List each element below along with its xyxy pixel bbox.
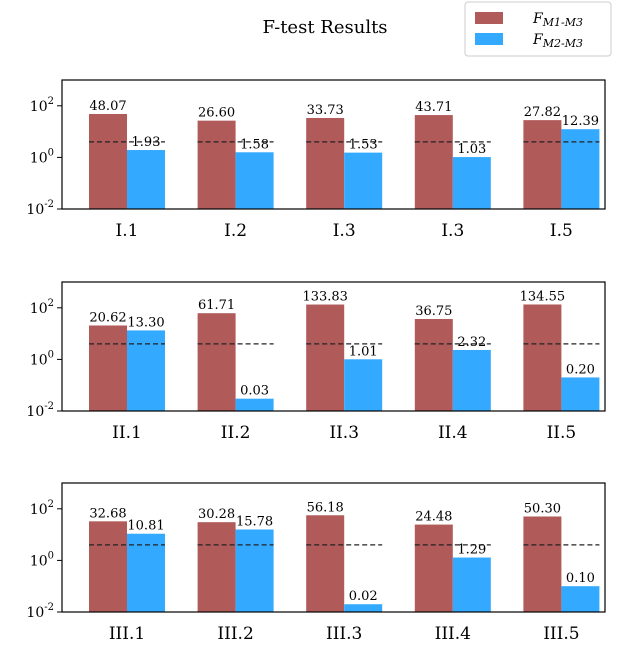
legend-swatch-1 (475, 12, 503, 24)
bar-label-p1-s2-c1: 1.93 (132, 135, 161, 150)
bar-p1-s2-c2 (235, 152, 274, 209)
bar-label-p3-s2-c2: 15.78 (236, 514, 273, 529)
bar-p1-s2-c1 (127, 150, 165, 209)
bar-p2-s1-c3 (306, 304, 345, 411)
bar-label-p2-s2-c4: 2.32 (457, 335, 486, 350)
xtick-label-p2-c5: II.5 (547, 423, 577, 443)
xtick-label-p2-c2: II.2 (221, 423, 251, 443)
ytick-label-p1-1: 102 (30, 96, 54, 115)
xtick-label-p3-c5: III.5 (543, 624, 579, 644)
xtick-label-p3-c2: III.2 (217, 624, 253, 644)
bar-label-p2-s2-c3: 1.01 (349, 344, 378, 359)
ytick-label-p3-2: 100 (30, 550, 54, 569)
bar-p3-s1-c3 (306, 515, 345, 612)
bar-label-p2-s2-c5: 0.20 (566, 362, 595, 377)
xtick-label-p3-c4: III.4 (435, 624, 471, 644)
bar-p1-s1-c1 (89, 114, 127, 209)
bar-p2-s1-c2 (197, 313, 236, 411)
xtick-label-p2-c3: II.3 (329, 423, 359, 443)
bar-label-p1-s2-c3: 1.53 (349, 138, 378, 153)
xtick-label-p3-c3: III.3 (326, 624, 362, 644)
bar-p1-s2-c4 (452, 157, 491, 209)
bar-p3-s2-c1 (127, 533, 165, 612)
bar-p3-s1-c4 (414, 524, 453, 612)
ytick-label-p2-1: 102 (30, 298, 54, 317)
panel-frame-3 (61, 482, 606, 613)
bar-label-p1-s1-c4: 43.71 (415, 100, 452, 115)
xtick-label-p2-c4: II.4 (438, 423, 468, 443)
bar-p2-s1-c4 (414, 319, 453, 411)
bar-p2-s2-c1 (127, 330, 165, 411)
bar-label-p3-s2-c5: 0.10 (566, 571, 595, 586)
bar-p3-s1-c1 (89, 521, 127, 612)
bar-label-p3-s2-c3: 0.02 (349, 589, 378, 604)
bar-label-p2-s1-c4: 36.75 (415, 304, 452, 319)
bar-p1-s1-c2 (197, 120, 236, 209)
bar-p2-s1-c5 (523, 304, 562, 411)
bar-label-p1-s1-c3: 33.73 (307, 103, 344, 118)
xtick-label-p1-c1: I.1 (116, 221, 139, 241)
bar-p2-s2-c5 (561, 377, 600, 411)
ytick-label-p3-3: 10-2 (26, 602, 54, 621)
bar-p1-s1-c4 (414, 115, 453, 209)
panel-frame-1 (61, 79, 606, 210)
xtick-label-p3-c1: III.1 (109, 624, 145, 644)
bar-label-p3-s2-c1: 10.81 (127, 519, 164, 534)
bar-label-p3-s1-c4: 24.48 (415, 510, 452, 525)
ytick-label-p1-3: 10-2 (26, 199, 54, 218)
bar-label-p3-s1-c5: 50.30 (524, 501, 561, 516)
bar-p3-s2-c2 (235, 529, 274, 612)
bar-label-p1-s2-c2: 1.58 (240, 137, 269, 152)
bar-p3-s2-c3 (344, 604, 383, 612)
bar-p2-s2-c4 (452, 349, 491, 411)
ytick-label-p2-2: 100 (30, 349, 54, 368)
panel-frame-2 (61, 281, 606, 412)
bar-p3-s2-c4 (452, 557, 491, 612)
xtick-label-p1-c3: I.3 (333, 221, 356, 241)
xtick-label-p1-c2: I.2 (224, 221, 247, 241)
bar-p2-s1-c1 (89, 325, 127, 411)
legend-label-1: FM1-M3 (532, 11, 583, 29)
legend-label-2: FM2-M3 (532, 32, 583, 50)
bar-label-p2-s2-c2: 0.03 (240, 384, 269, 399)
xtick-label-p2-c1: II.1 (112, 423, 142, 443)
ytick-label-p1-2: 100 (30, 147, 54, 166)
bar-label-p2-s1-c3: 133.83 (302, 290, 348, 305)
bar-label-p1-s1-c2: 26.60 (198, 106, 235, 121)
bar-p3-s1-c5 (523, 516, 562, 612)
ytick-label-p3-1: 102 (30, 499, 54, 518)
bar-label-p1-s1-c5: 27.82 (524, 105, 561, 120)
bar-p3-s1-c2 (197, 522, 236, 612)
bar-p1-s1-c3 (306, 117, 345, 209)
bar-label-p2-s1-c5: 134.55 (520, 289, 566, 304)
bar-label-p3-s1-c3: 56.18 (307, 500, 344, 515)
bar-label-p1-s1-c1: 48.07 (89, 99, 126, 114)
bar-p3-s2-c5 (561, 586, 600, 612)
bar-p2-s2-c3 (344, 359, 383, 411)
bar-p2-s2-c2 (235, 398, 274, 411)
legend-swatch-2 (475, 33, 503, 45)
xtick-label-p1-c5: I.5 (550, 221, 573, 241)
bar-label-p2-s1-c1: 20.62 (89, 310, 126, 325)
ytick-label-p2-3: 10-2 (26, 401, 54, 420)
bar-p1-s2-c3 (344, 152, 383, 209)
bar-p1-s1-c5 (523, 120, 562, 209)
bar-p1-s2-c5 (561, 129, 600, 209)
bar-label-p1-s2-c4: 1.03 (457, 142, 486, 157)
bar-label-p2-s2-c1: 13.30 (127, 315, 164, 330)
chart-title: F-test Results (262, 17, 387, 38)
bar-label-p1-s2-c5: 12.39 (562, 114, 599, 129)
bar-label-p3-s2-c4: 1.29 (457, 543, 486, 558)
bar-label-p2-s1-c2: 61.71 (198, 298, 235, 313)
bar-label-p3-s1-c1: 32.68 (89, 506, 126, 521)
bar-label-p3-s1-c2: 30.28 (198, 507, 235, 522)
xtick-label-p1-c4: I.3 (441, 221, 464, 241)
